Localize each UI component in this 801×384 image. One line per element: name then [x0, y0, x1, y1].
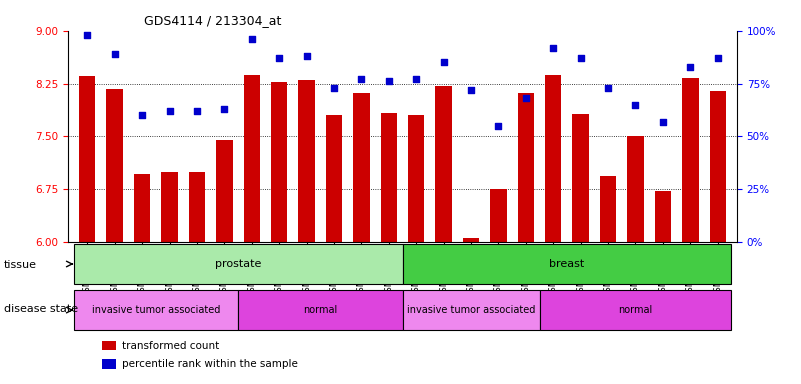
Text: normal: normal — [618, 305, 653, 315]
Bar — [654, 190, 671, 242]
Bar — [74, 244, 403, 284]
Bar — [189, 172, 205, 242]
Bar — [408, 115, 425, 242]
Bar — [540, 290, 731, 330]
Point — [191, 108, 203, 114]
Text: normal: normal — [303, 305, 337, 315]
Point — [300, 53, 313, 59]
Bar — [517, 93, 534, 242]
Point — [218, 106, 231, 112]
Text: invasive tumor associated: invasive tumor associated — [407, 305, 535, 315]
Text: prostate: prostate — [215, 259, 261, 269]
Bar — [463, 238, 479, 242]
Point — [465, 87, 477, 93]
Point — [273, 55, 286, 61]
Text: breast: breast — [549, 259, 585, 269]
Text: tissue: tissue — [4, 260, 37, 270]
Bar — [102, 341, 116, 350]
Bar — [710, 91, 726, 242]
Bar — [353, 93, 369, 242]
Point — [574, 55, 587, 61]
Bar — [79, 76, 95, 242]
Point — [657, 119, 670, 125]
Bar — [600, 177, 616, 242]
Bar — [403, 290, 540, 330]
Point — [108, 51, 121, 57]
Bar — [627, 136, 644, 242]
Bar — [244, 75, 260, 242]
Point — [355, 76, 368, 83]
Bar — [134, 174, 151, 242]
Point — [711, 55, 724, 61]
Point — [410, 76, 423, 83]
Point — [163, 108, 176, 114]
Bar — [161, 172, 178, 242]
Text: GDS4114 / 213304_at: GDS4114 / 213304_at — [143, 14, 281, 27]
Bar — [102, 359, 116, 369]
Bar — [298, 80, 315, 242]
Bar — [238, 290, 403, 330]
Point — [382, 78, 395, 84]
Point — [602, 85, 614, 91]
Bar — [380, 113, 397, 242]
Bar — [436, 86, 452, 242]
Bar — [271, 82, 288, 242]
Bar — [74, 290, 238, 330]
Point — [492, 123, 505, 129]
Text: percentile rank within the sample: percentile rank within the sample — [122, 359, 297, 369]
Text: transformed count: transformed count — [122, 341, 219, 351]
Point — [629, 102, 642, 108]
Point — [519, 95, 532, 101]
Point — [81, 32, 94, 38]
Point — [437, 60, 450, 66]
Bar — [326, 115, 342, 242]
Point — [547, 45, 560, 51]
Bar — [403, 244, 731, 284]
Bar — [107, 89, 123, 242]
Bar — [573, 114, 589, 242]
Bar — [682, 78, 698, 242]
Bar — [490, 189, 507, 242]
Text: disease state: disease state — [4, 304, 78, 314]
Point — [135, 112, 148, 118]
Point — [328, 85, 340, 91]
Bar — [216, 140, 232, 242]
Bar — [545, 75, 562, 242]
Point — [245, 36, 258, 42]
Point — [684, 64, 697, 70]
Text: invasive tumor associated: invasive tumor associated — [91, 305, 220, 315]
